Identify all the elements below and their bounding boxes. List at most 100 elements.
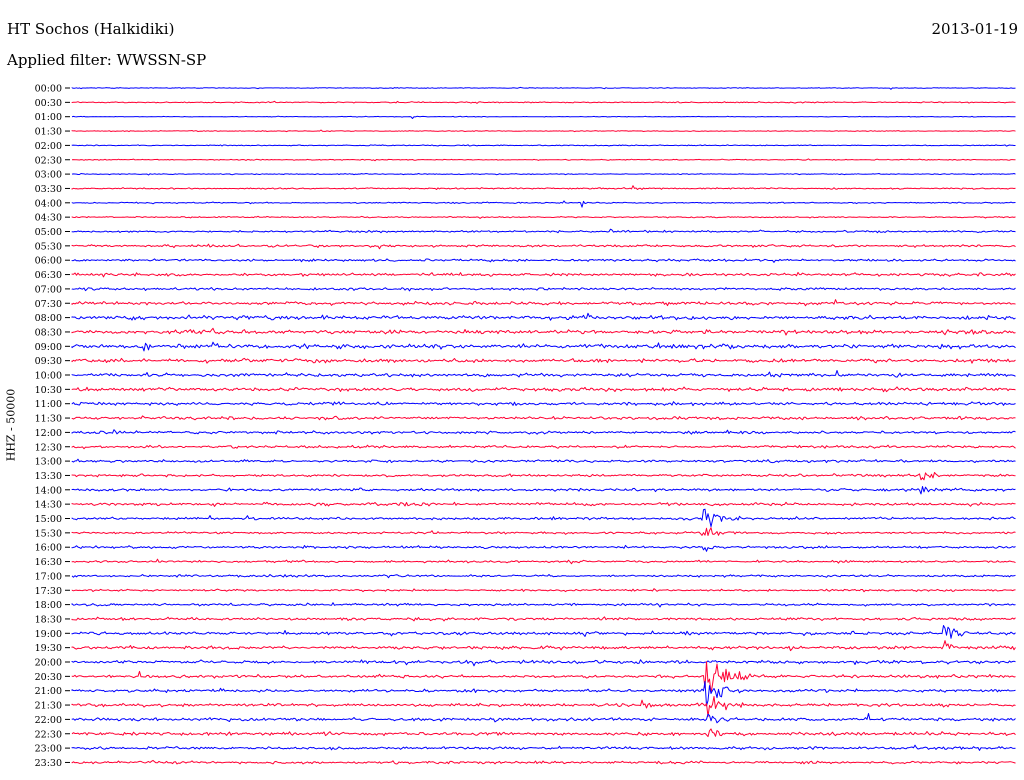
seismic-trace — [71, 527, 1016, 536]
trace-time-label: 15:30 — [35, 528, 62, 539]
seismic-trace — [71, 713, 1016, 724]
trace-time-label: 20:30 — [35, 672, 62, 683]
trace-time-label: 01:00 — [35, 112, 62, 123]
seismic-trace — [71, 486, 1016, 495]
trace-time-label: 01:30 — [35, 127, 62, 138]
trace-time-label: 09:00 — [35, 342, 62, 353]
trace-time-label: 11:00 — [35, 399, 62, 410]
trace-time-label: 07:00 — [35, 284, 62, 295]
seismic-trace — [71, 370, 1016, 378]
seismic-trace — [71, 544, 1016, 552]
trace-time-label: 02:00 — [35, 141, 62, 152]
trace-time-label: 05:30 — [35, 241, 62, 252]
seismic-trace — [71, 357, 1016, 364]
seismic-trace — [71, 129, 1016, 133]
trace-time-label: 12:30 — [35, 442, 62, 453]
trace-time-label: 11:30 — [35, 414, 62, 425]
trace-time-label: 22:30 — [35, 729, 62, 740]
trace-time-label: 04:00 — [35, 198, 62, 209]
trace-time-label: 02:30 — [35, 155, 62, 166]
seismic-trace — [71, 681, 1016, 707]
trace-time-label: 04:30 — [35, 213, 62, 224]
seismic-trace — [71, 200, 1016, 208]
trace-time-label: 21:00 — [35, 686, 62, 697]
seismic-trace — [71, 744, 1016, 751]
seismic-trace — [71, 759, 1016, 765]
trace-time-label: 13:30 — [35, 471, 62, 482]
trace-time-label: 17:00 — [35, 571, 62, 582]
seismic-trace — [71, 386, 1016, 393]
trace-time-label: 23:00 — [35, 744, 62, 755]
trace-time-label: 19:30 — [35, 643, 62, 654]
trace-time-label: 08:00 — [35, 313, 62, 324]
trace-time-label: 23:30 — [35, 758, 62, 769]
trace-time-label: 16:30 — [35, 557, 62, 568]
seismic-trace — [71, 728, 1016, 738]
trace-time-label: 06:00 — [35, 256, 62, 267]
trace-time-label: 19:00 — [35, 629, 62, 640]
seismic-trace — [71, 173, 1016, 176]
seismic-trace — [71, 429, 1016, 435]
trace-time-label: 09:30 — [35, 356, 62, 367]
filter-label: Applied filter: WWSSN-SP — [7, 51, 207, 69]
seismic-trace — [71, 616, 1016, 622]
trace-time-label: 00:00 — [35, 84, 62, 95]
seismic-trace — [71, 696, 1016, 717]
trace-time-label: 13:00 — [35, 457, 62, 468]
trace-time-label: 14:30 — [35, 500, 62, 511]
trace-time-label: 08:30 — [35, 327, 62, 338]
seismic-trace — [71, 574, 1016, 579]
seismic-trace — [71, 287, 1016, 292]
trace-time-label: 17:30 — [35, 586, 62, 597]
trace-time-label: 03:30 — [35, 184, 62, 195]
seismic-trace — [71, 472, 1016, 481]
trace-time-label: 18:00 — [35, 600, 62, 611]
seismic-trace — [71, 444, 1016, 450]
trace-time-label: 00:30 — [35, 98, 62, 109]
trace-time-label: 21:30 — [35, 701, 62, 712]
trace-time-label: 20:00 — [35, 658, 62, 669]
seismic-trace — [71, 458, 1016, 464]
station-title: HT Sochos (Halkidiki) — [7, 20, 175, 38]
seismic-trace — [71, 415, 1016, 421]
seismic-trace — [71, 625, 1016, 639]
seismic-trace — [71, 401, 1016, 407]
seismic-trace — [71, 228, 1016, 234]
seismic-trace — [71, 312, 1016, 321]
seismic-trace — [71, 144, 1016, 147]
seismic-trace — [71, 243, 1016, 250]
trace-time-label: 18:30 — [35, 614, 62, 625]
seismic-trace — [71, 100, 1016, 104]
seismic-trace — [71, 588, 1016, 593]
trace-time-label: 03:00 — [35, 170, 62, 181]
date-label: 2013-01-19 — [931, 20, 1018, 38]
trace-time-label: 10:30 — [35, 385, 62, 396]
seismic-trace — [71, 341, 1016, 352]
seismic-trace — [71, 158, 1016, 162]
trace-time-label: 12:00 — [35, 428, 62, 439]
seismic-trace — [71, 640, 1016, 652]
seismic-trace — [71, 115, 1016, 119]
trace-time-label: 16:00 — [35, 543, 62, 554]
trace-time-label: 14:00 — [35, 485, 62, 496]
seismic-trace — [71, 215, 1016, 219]
seismic-trace — [71, 508, 1016, 528]
seismic-trace — [71, 501, 1016, 507]
trace-time-label: 10:00 — [35, 371, 62, 382]
seismic-trace — [71, 558, 1016, 565]
seismic-trace — [71, 185, 1016, 190]
trace-time-label: 22:00 — [35, 715, 62, 726]
seismic-trace — [71, 258, 1016, 263]
seismic-trace — [71, 299, 1016, 307]
seismic-trace — [71, 271, 1016, 278]
trace-time-label: 15:00 — [35, 514, 62, 525]
trace-time-label: 06:30 — [35, 270, 62, 281]
trace-time-label: 05:00 — [35, 227, 62, 238]
seismic-trace — [71, 661, 1016, 694]
seismic-trace — [71, 659, 1016, 667]
trace-time-label: 07:30 — [35, 299, 62, 310]
seismic-trace — [71, 327, 1016, 336]
seismic-trace — [71, 602, 1016, 608]
seismic-trace — [71, 86, 1016, 90]
